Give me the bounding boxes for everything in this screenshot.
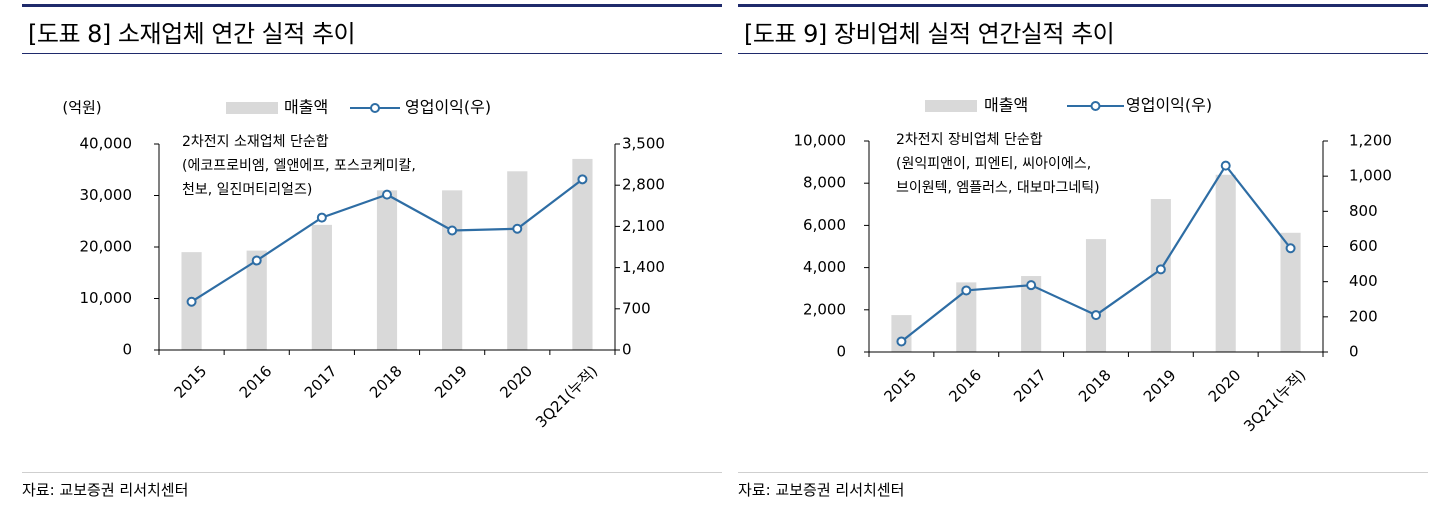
operating-profit-point: [316, 212, 327, 223]
legend-bar-label: 매출액: [984, 96, 1028, 115]
y-tick-label: 40,000: [80, 135, 133, 153]
annotation-line: 2차전지 소재업체 단순합: [182, 134, 329, 150]
operating-profit-point: [1220, 160, 1231, 171]
x-tick-label: 2017: [301, 362, 341, 402]
chart-equipment: 매출액 영업이익(우) 0 2,000 4,000 6,000 8,000 10,000 0 20…: [794, 96, 1392, 436]
x-tick-label: 3Q21(누적): [1240, 366, 1309, 435]
operating-profit-point: [382, 189, 392, 200]
annotation-line: 2차전지 장비업체 단순합: [896, 132, 1043, 148]
x-tick-label: 2016: [945, 366, 985, 406]
unit-label: (억원): [62, 99, 101, 117]
x-tick-label: 2017: [1010, 366, 1050, 406]
y-tick-label: 8,000: [803, 174, 846, 192]
operating-profit-point: [1155, 264, 1166, 275]
operating-profit-point: [961, 285, 972, 296]
y2-tick-label: 1,200: [1349, 132, 1392, 150]
operating-profit-point: [186, 296, 197, 307]
operating-profit-point: [1285, 243, 1296, 254]
y-tick-label: 10,000: [80, 289, 133, 307]
operating-profit-point: [1091, 310, 1101, 321]
y-tick-label: 20,000: [80, 238, 133, 256]
bar-sales: [311, 224, 332, 350]
top-rule: [22, 4, 722, 7]
y2-tick-label: 0: [622, 341, 632, 359]
legend-line-label: 영업이익(우): [1126, 96, 1212, 115]
panel-title: [도표 8] 소재업체 연간 실적 추이: [28, 20, 356, 48]
x-tick-label: 2019: [1140, 366, 1180, 406]
annotation-line: (에코프로비엠, 엘앤에프, 포스코케미칼,: [182, 158, 416, 174]
bar-sales: [1150, 199, 1171, 352]
top-rule: [738, 4, 1428, 7]
chart-materials: (억원) 매출액 영업이익(우) 0 10,000 20,000 30,000 40,000 0…: [62, 98, 665, 432]
y-tick-label: 0: [122, 341, 132, 359]
bar-sales: [891, 315, 912, 352]
y2-tick-label: 0: [1349, 343, 1359, 361]
bar-sales: [442, 190, 463, 350]
bar-sales: [507, 171, 528, 350]
y2-tick-label: 400: [1349, 272, 1378, 290]
legend-bar-swatch: [226, 102, 278, 114]
x-tick-label: 2018: [366, 362, 406, 402]
legend-line-marker: [1090, 101, 1101, 111]
operating-profit-point: [1026, 280, 1037, 291]
y2-tick-label: 700: [622, 299, 651, 317]
operating-profit-point: [512, 223, 523, 234]
bar-sales: [1215, 174, 1236, 352]
bar-sales: [376, 190, 398, 350]
bar-sales: [572, 158, 593, 350]
operating-profit-point: [447, 225, 458, 236]
annotation-line: (원익피앤이, 피엔티, 씨아이에스,: [896, 156, 1091, 172]
operating-profit-point: [896, 336, 907, 347]
y2-tick-label: 1,000: [1349, 167, 1392, 185]
y-tick-label: 10,000: [794, 132, 847, 150]
x-tick-label: 2016: [236, 362, 276, 402]
title-rule: [22, 53, 722, 54]
x-tick-label: 2019: [431, 362, 471, 402]
title-rule: [738, 53, 1428, 54]
y2-tick-label: 600: [1349, 237, 1378, 255]
source-note: 자료: 교보증권 리서치센터: [738, 481, 905, 499]
operating-profit-point: [577, 174, 588, 185]
y-tick-label: 2,000: [803, 300, 846, 318]
y-tick-label: 4,000: [803, 258, 846, 276]
y-tick-label: 6,000: [803, 216, 846, 234]
y2-tick-label: 3,500: [622, 135, 665, 153]
bar-sales: [1085, 239, 1107, 352]
bar-sales: [956, 282, 977, 352]
panel-title: [도표 9] 장비업체 실적 연간실적 추이: [744, 20, 1115, 48]
y2-tick-label: 800: [1349, 202, 1378, 220]
bottom-rule: [738, 472, 1428, 473]
bar-sales: [1021, 276, 1042, 352]
legend-line-label: 영업이익(우): [405, 98, 491, 117]
x-tick-label: 2020: [1205, 366, 1245, 406]
annotation-line: 천보, 일진머티리얼즈): [182, 182, 312, 198]
y-tick-label: 0: [836, 343, 846, 361]
x-tick-label: 2020: [496, 362, 536, 402]
annotation-line: 브이원텍, 엠플러스, 대보마그네틱): [896, 180, 1100, 196]
bottom-rule: [22, 472, 722, 473]
y2-tick-label: 2,100: [622, 217, 665, 235]
operating-profit-point: [251, 255, 262, 266]
x-tick-label: 2015: [171, 362, 211, 402]
bar-sales: [246, 250, 267, 350]
source-note: 자료: 교보증권 리서치센터: [22, 481, 189, 499]
y2-tick-label: 200: [1349, 307, 1378, 325]
legend-bar-swatch: [925, 100, 977, 112]
x-tick-label: 3Q21(누적): [532, 362, 601, 431]
bar-sales: [1280, 232, 1301, 352]
legend-bar-label: 매출액: [284, 98, 328, 117]
panel-materials: [도표 8] 소재업체 연간 실적 추이 (억원) 매출액 영업이익(우) 0 10,0…: [22, 0, 722, 526]
x-tick-label: 2015: [880, 366, 920, 406]
x-tick-label: 2018: [1075, 366, 1115, 406]
y2-tick-label: 1,400: [622, 258, 665, 276]
legend-line-marker: [370, 103, 380, 113]
y2-tick-label: 2,800: [622, 176, 665, 194]
y-tick-label: 30,000: [80, 186, 133, 204]
panel-equipment: [도표 9] 장비업체 실적 연간실적 추이 매출액 영업이익(우) 0 2,000 4…: [738, 0, 1428, 526]
